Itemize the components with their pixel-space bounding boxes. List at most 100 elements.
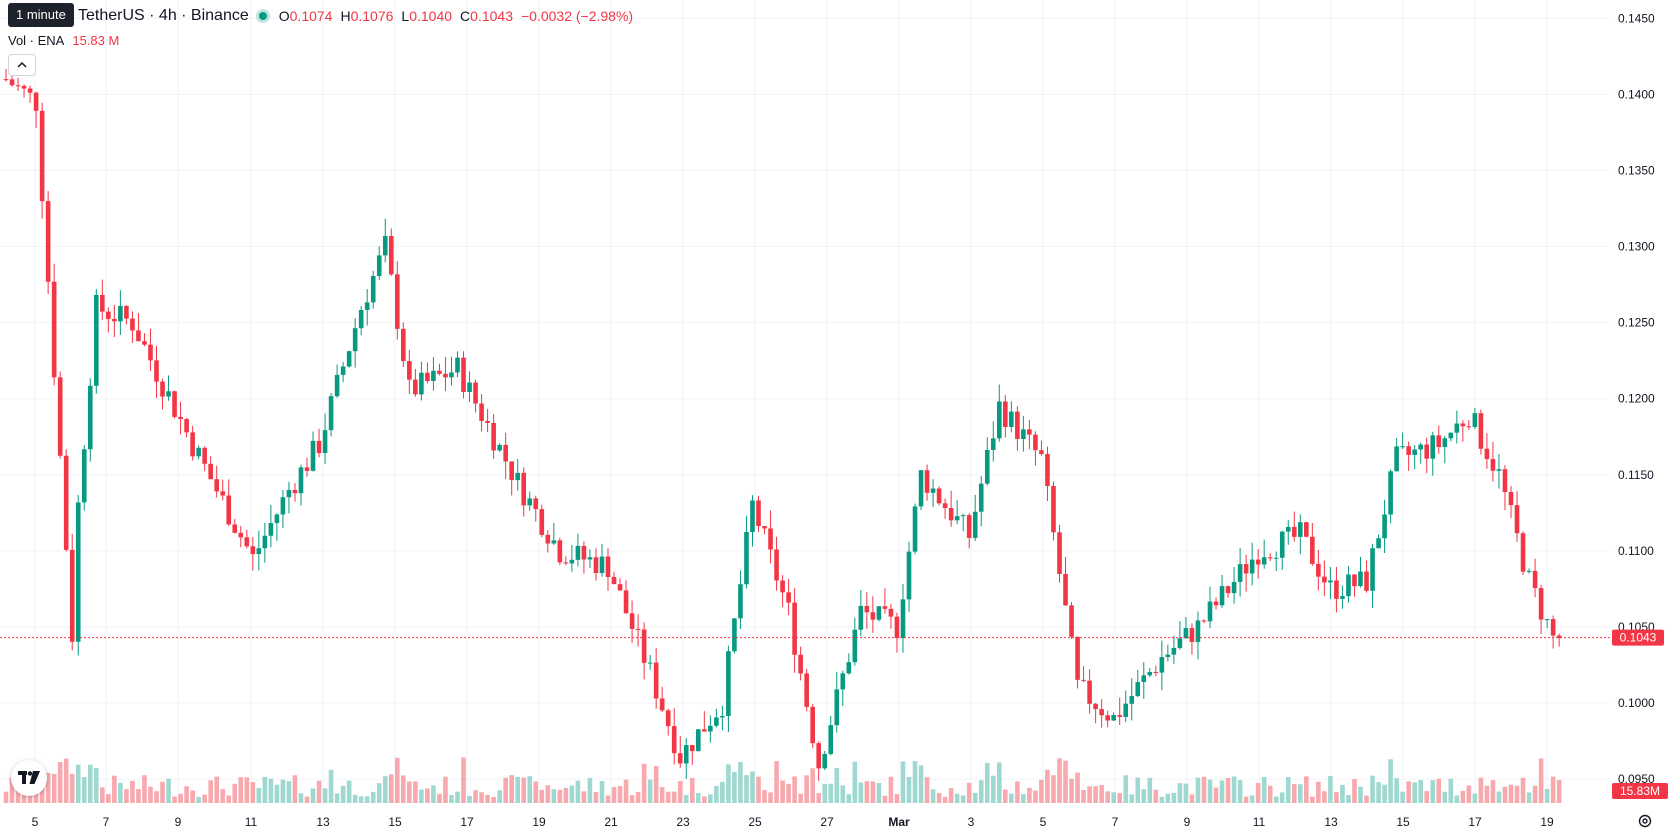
volume-bar <box>882 795 888 803</box>
volume-bar <box>834 767 840 803</box>
volume-bar <box>1532 785 1538 803</box>
volume-bar <box>557 789 563 803</box>
volume-bar <box>57 761 63 803</box>
price-tick-label: 0.1000 <box>1618 696 1655 710</box>
volume-bar <box>798 793 803 803</box>
volume-bar <box>1267 785 1273 803</box>
volume-bar <box>166 778 171 803</box>
candle-body <box>27 88 33 93</box>
candle-body <box>1400 446 1405 448</box>
candle-body <box>557 540 563 563</box>
volume-bar <box>870 781 876 803</box>
chevron-up-icon <box>17 61 27 68</box>
volume-bar <box>304 796 310 803</box>
candle-body <box>322 430 328 454</box>
volume-bar <box>1195 777 1201 803</box>
volume-bar <box>587 777 593 803</box>
interval-tooltip: 1 minute <box>8 3 74 27</box>
volume-bar <box>780 780 785 803</box>
volume-bar <box>1508 784 1514 803</box>
last-volume-badge <box>1612 783 1668 799</box>
volume-bar <box>1502 786 1508 803</box>
volume-bar <box>1460 790 1466 803</box>
candle-body <box>196 447 201 457</box>
settings-icon[interactable] <box>1636 812 1654 830</box>
volume-bar <box>407 781 412 803</box>
date-tick-label: 21 <box>604 815 618 829</box>
volume-bar <box>467 795 472 803</box>
candle-body <box>118 305 123 322</box>
volume-bar <box>1328 775 1333 803</box>
volume-bar <box>563 787 569 803</box>
candle-body <box>94 294 99 386</box>
candle-body <box>1502 469 1508 493</box>
volume-bar <box>449 795 454 803</box>
volume-bar <box>94 768 99 803</box>
candle-body <box>1291 526 1297 537</box>
candle-body <box>1195 620 1201 642</box>
candle-body <box>1201 620 1207 622</box>
candle-body <box>425 372 430 382</box>
candle-body <box>1394 446 1399 472</box>
candle-body <box>798 654 803 674</box>
candle-body <box>69 549 75 642</box>
volume-bar <box>437 793 442 803</box>
candle-body <box>202 447 207 464</box>
candle-body <box>485 420 490 423</box>
volume-bar <box>1526 792 1532 803</box>
candle-body <box>834 689 840 726</box>
volume-bar <box>810 768 815 803</box>
collapse-legend-button[interactable] <box>8 54 36 76</box>
volume-bar <box>840 785 846 803</box>
volume-bar <box>250 782 256 803</box>
candle-body <box>124 305 129 319</box>
volume-bar <box>1009 793 1014 803</box>
date-tick-label: 19 <box>532 815 546 829</box>
volume-bar <box>322 788 328 803</box>
volume-bar <box>888 776 894 803</box>
volume-bar <box>1514 785 1520 803</box>
candle-body <box>864 605 870 613</box>
volume-bar <box>635 791 641 803</box>
candle-body <box>1364 571 1369 591</box>
candle-body <box>1334 580 1339 599</box>
volume-bar <box>130 780 135 803</box>
volume-bar <box>997 762 1002 803</box>
candle-body <box>918 470 924 507</box>
volume-bar <box>87 764 93 803</box>
candle-body <box>936 488 942 504</box>
volume-bar <box>1322 791 1327 803</box>
candle-body <box>292 489 298 494</box>
symbol-title[interactable]: TetherUS · 4h · Binance <box>78 7 249 24</box>
candle-body <box>280 497 286 515</box>
candle-body <box>665 710 671 727</box>
volume-bar <box>689 777 695 803</box>
volume-bar <box>1261 777 1267 803</box>
candle-body <box>647 662 653 664</box>
tradingview-logo[interactable] <box>11 760 47 796</box>
candle-body <box>1496 469 1502 471</box>
date-tick-label: 17 <box>1468 815 1482 829</box>
candle-body <box>1261 557 1267 565</box>
price-tick-label: 0.1400 <box>1618 87 1655 101</box>
candle-body <box>437 370 442 374</box>
volume-bar <box>1147 777 1153 803</box>
candle-body <box>100 294 105 312</box>
candle-body <box>1298 522 1303 537</box>
volume-bar <box>45 772 51 803</box>
candle-body <box>316 440 322 454</box>
market-status-icon[interactable] <box>258 12 267 20</box>
volume-bar <box>720 781 725 803</box>
candle-body <box>1063 574 1068 606</box>
candle-body <box>1484 448 1490 460</box>
date-tick-label: 13 <box>1324 815 1338 829</box>
candle-body <box>551 540 557 544</box>
volume-bar <box>972 792 978 803</box>
volume-label[interactable]: Vol · ENA <box>8 33 65 48</box>
candle-body <box>274 514 280 524</box>
volume-bar <box>178 793 183 803</box>
volume-bar <box>683 794 689 803</box>
candle-body <box>852 629 858 663</box>
candle-body <box>1328 580 1333 583</box>
